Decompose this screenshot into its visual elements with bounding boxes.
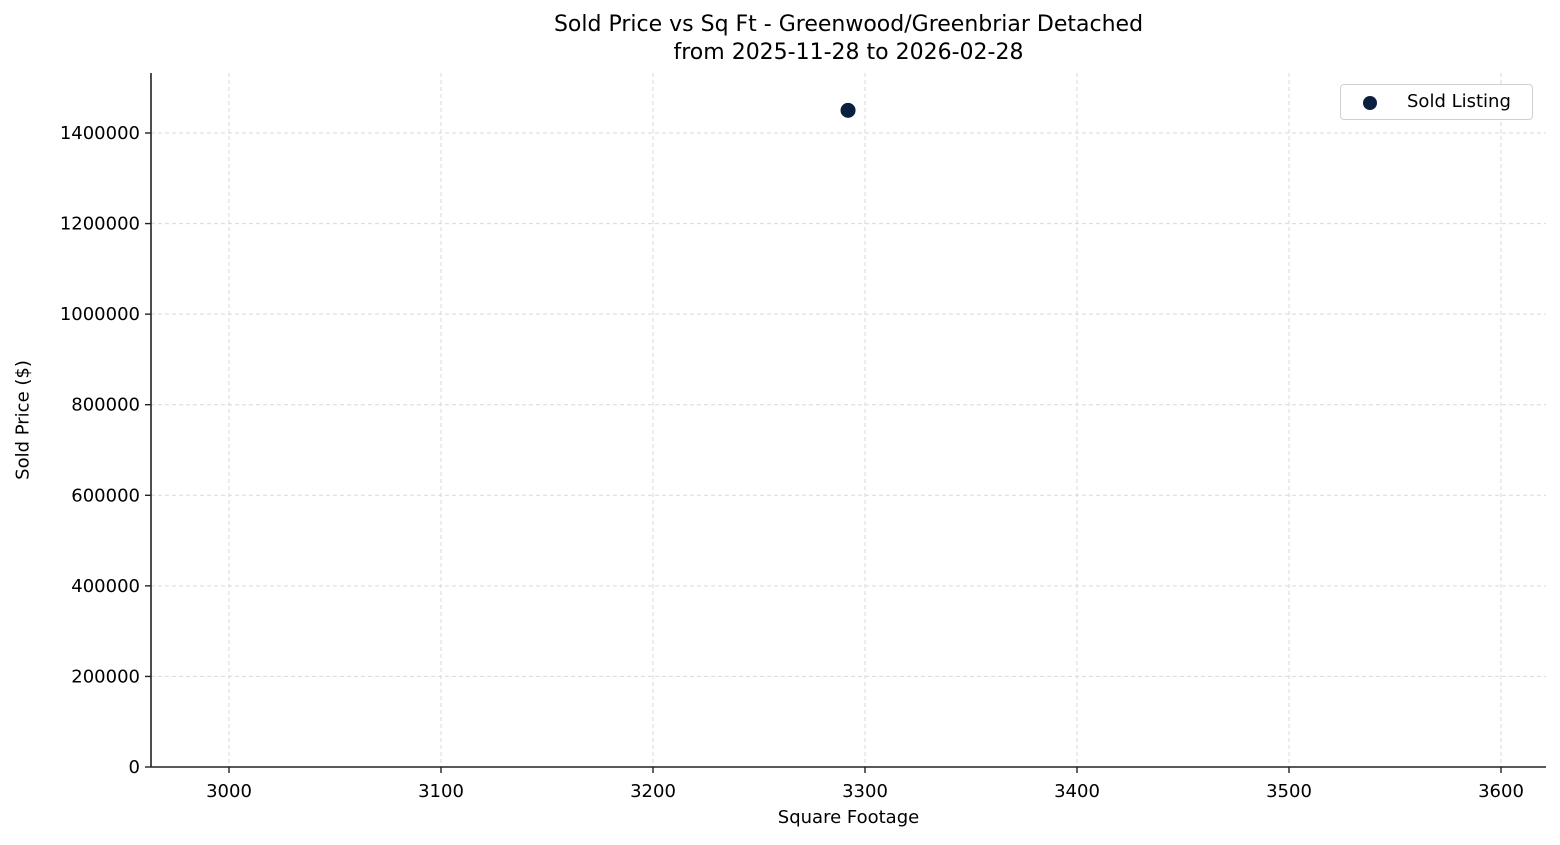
- chart-title: Sold Price vs Sq Ft - Greenwood/Greenbri…: [553, 12, 1144, 37]
- y-tick-label: 0: [129, 757, 140, 778]
- y-tick-label: 1400000: [60, 123, 140, 144]
- legend: Sold Listing: [1340, 84, 1533, 120]
- y-tick-label: 800000: [71, 395, 140, 416]
- x-tick-label: 3000: [206, 781, 252, 802]
- x-tick-label: 3100: [418, 781, 464, 802]
- data-point: [840, 102, 856, 118]
- y-tick-label: 1200000: [60, 214, 140, 235]
- legend-label: Sold Listing: [1407, 91, 1511, 112]
- x-tick-label: 3500: [1266, 781, 1312, 802]
- y-axis-label: Sold Price ($): [12, 360, 34, 480]
- x-axis-label: Square Footage: [777, 807, 920, 828]
- x-tick-label: 3600: [1478, 781, 1524, 802]
- x-tick-label: 3200: [630, 781, 676, 802]
- y-tick-label: 200000: [71, 666, 140, 687]
- y-tick-label: 1000000: [60, 304, 140, 325]
- y-tick-label: 600000: [71, 485, 140, 506]
- x-tick-label: 3300: [842, 781, 888, 802]
- x-tick-label: 3400: [1054, 781, 1100, 802]
- chart-subtitle: from 2025-11-28 to 2026-02-28: [673, 40, 1024, 65]
- legend-marker-icon: [1363, 96, 1377, 110]
- y-tick-label: 400000: [71, 576, 140, 597]
